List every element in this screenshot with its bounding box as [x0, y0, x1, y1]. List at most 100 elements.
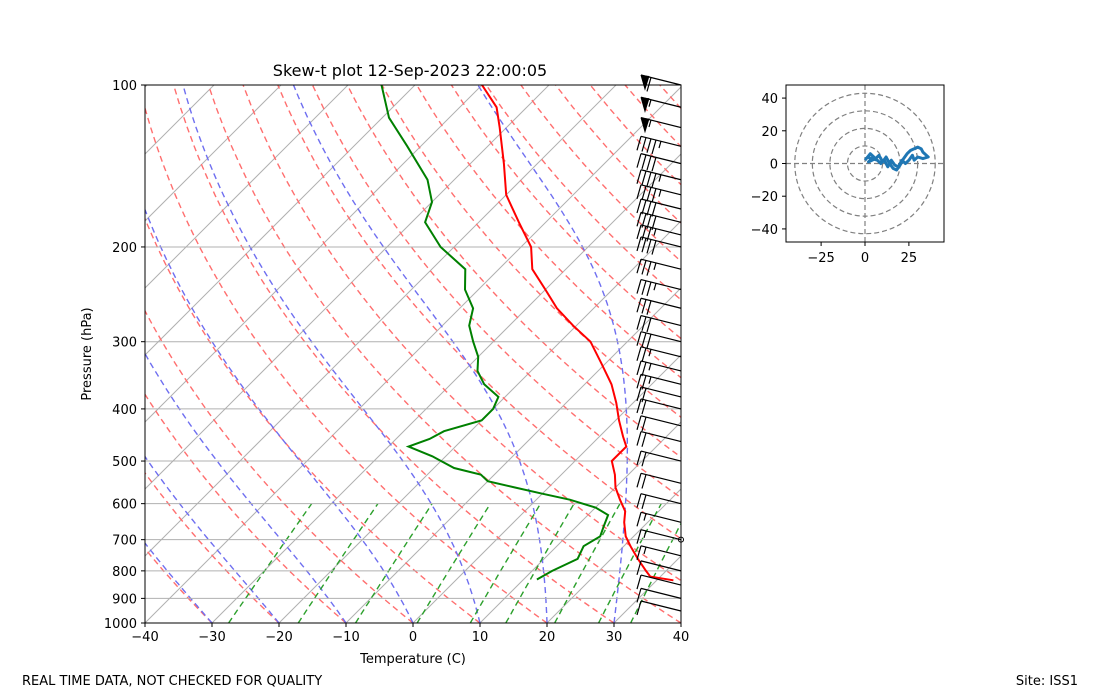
hodograph-y-tick-label: 0	[770, 158, 778, 173]
moist-adiabat-line	[477, 85, 629, 623]
wind-barb-full	[641, 361, 647, 377]
wind-barb-staff	[640, 236, 682, 248]
wind-barb-staff	[640, 600, 682, 612]
wind-barb	[636, 472, 682, 489]
wind-barb-staff	[640, 198, 682, 210]
wind-barb-full	[636, 529, 642, 544]
wind-barb	[636, 198, 682, 217]
dry-adiabat-line	[659, 85, 681, 110]
wind-barb	[636, 236, 682, 255]
wind-barb	[636, 346, 682, 363]
wind-barb-full	[641, 237, 647, 253]
wind-barb-marker	[678, 536, 684, 543]
hodograph-y-tick-label: 40	[761, 92, 778, 107]
temperature-profile-line	[481, 85, 674, 582]
isotherm-line	[0, 85, 80, 623]
wind-barb-full	[636, 473, 642, 488]
wind-barb	[640, 117, 682, 134]
mixing-ratio-line	[297, 503, 379, 623]
isotherm-line	[145, 85, 550, 490]
wind-barb-staff	[640, 398, 682, 410]
wind-barb-full	[651, 157, 657, 172]
wind-barb-full	[641, 332, 647, 348]
dry-adiabat-line	[207, 85, 681, 623]
x-tick-label: −20	[265, 630, 292, 645]
wind-barb-full	[636, 224, 642, 240]
isotherm-line	[145, 86, 681, 623]
x-tick-label: 30	[606, 630, 623, 645]
wind-barb-full	[636, 398, 642, 414]
wind-barb-flag	[640, 74, 650, 91]
quality-disclaimer: REAL TIME DATA, NOT CHECKED FOR QUALITY	[22, 674, 323, 689]
wind-barb-full	[636, 184, 642, 199]
wind-barb-full	[636, 600, 642, 616]
wind-barb	[636, 600, 682, 616]
wind-barb-full	[636, 315, 642, 330]
wind-barb	[636, 314, 682, 333]
mixing-ratio-line	[354, 503, 433, 623]
wind-barb-full	[636, 198, 642, 214]
hodograph-x-tick-label: 0	[861, 251, 869, 266]
wind-barb-full	[646, 187, 652, 202]
isotherm-line	[479, 421, 681, 623]
hodograph-x-tick-label: 25	[901, 251, 918, 266]
wind-barb-full	[636, 346, 642, 361]
y-tick-label: 300	[112, 336, 137, 351]
isotherm-line	[145, 85, 349, 289]
x-tick-label: 40	[673, 630, 690, 645]
wind-barb-full	[646, 77, 652, 92]
wind-barb-full	[636, 560, 642, 576]
dry-adiabat-line	[485, 85, 681, 301]
isotherm-line	[278, 220, 681, 623]
wind-barb-full	[641, 416, 647, 432]
wind-barb-full	[651, 139, 657, 155]
wind-barb	[636, 430, 682, 447]
wind-barb-full	[636, 574, 642, 590]
dry-adiabat-line	[242, 85, 681, 582]
wind-barb-full	[641, 399, 647, 415]
wind-barb-half	[648, 99, 652, 107]
wind-barb-staff	[640, 346, 682, 358]
dry-adiabat-line	[764, 85, 1100, 623]
y-tick-label: 1000	[104, 617, 137, 632]
wind-barb-full	[641, 494, 647, 510]
wind-barb-full	[636, 545, 642, 560]
wind-barb-full	[636, 588, 642, 603]
wind-barb-half	[648, 363, 652, 371]
hodograph-frame	[785, 84, 945, 243]
x-tick-label: 20	[539, 630, 556, 645]
y-tick-label: 500	[112, 455, 137, 470]
wind-barb	[636, 184, 682, 203]
wind-barb	[636, 398, 682, 415]
dry-adiabat-line	[729, 85, 1100, 623]
wind-barb-full	[636, 236, 642, 252]
wind-barb-staff	[640, 472, 682, 484]
y-tick-label: 200	[112, 241, 137, 256]
wind-barb-full	[641, 185, 647, 201]
wind-barb	[636, 574, 682, 590]
wind-barb	[640, 74, 682, 92]
x-axis-title: Temperature (C)	[359, 652, 466, 667]
wind-barb-half	[658, 189, 662, 197]
dry-adiabat-line	[450, 85, 681, 340]
skewt-profiles	[380, 85, 674, 582]
x-tick-label: −40	[131, 630, 158, 645]
moist-adiabat-line	[182, 85, 481, 623]
wind-barb	[636, 493, 682, 510]
wind-barb-full	[636, 259, 642, 274]
moist-adiabat-line	[145, 542, 213, 623]
wind-barb-staff	[640, 529, 682, 541]
dewpoint-profile-line	[380, 85, 610, 581]
wind-barb-full	[636, 212, 642, 227]
y-tick-label: 600	[112, 498, 137, 513]
wind-barb-half	[658, 174, 662, 182]
dry-adiabat-line	[145, 547, 213, 623]
isotherm-line	[145, 85, 282, 222]
y-tick-label: 100	[112, 79, 137, 94]
x-tick-label: 0	[409, 630, 417, 645]
y-tick-label: 900	[112, 592, 137, 607]
wind-barb-full	[651, 173, 657, 188]
wind-barb-half	[653, 228, 657, 236]
wind-barb-full	[641, 200, 647, 215]
wind-barb-staff	[640, 153, 682, 165]
